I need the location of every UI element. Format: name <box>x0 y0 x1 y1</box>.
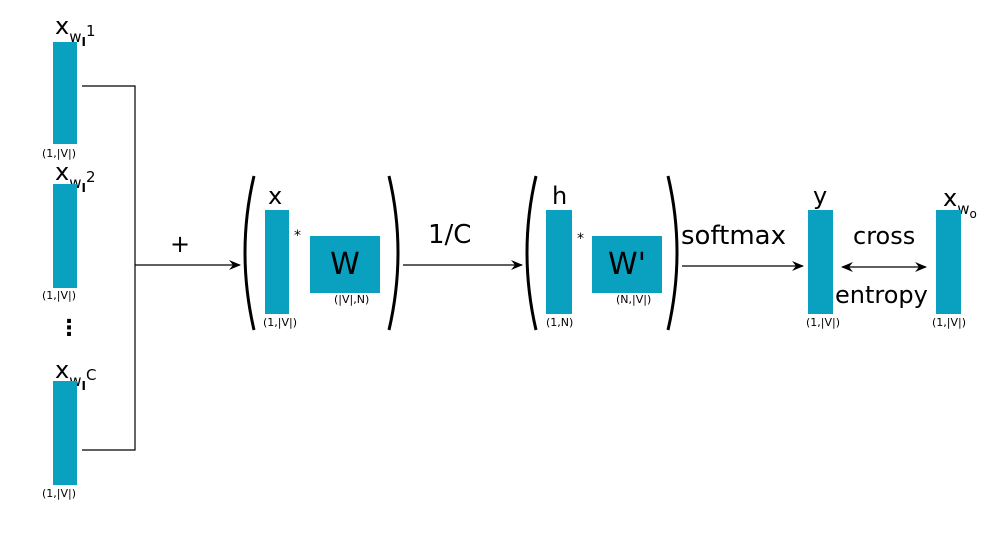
target-label: xwo <box>943 184 977 221</box>
input-1-vector <box>53 42 77 144</box>
left-paren-2 <box>525 175 538 331</box>
softmax-label: softmax <box>681 221 786 251</box>
h-vector <box>546 210 572 314</box>
mult-star-2: * <box>577 231 584 247</box>
input-2-label: xwI2 <box>55 158 96 195</box>
loss-label-entropy: entropy <box>835 281 928 309</box>
input-c-dim: (1,|V|) <box>42 487 77 500</box>
input-1-label: xwI1 <box>55 12 96 49</box>
input-c-label: xwIC <box>55 356 97 393</box>
x-vector <box>265 210 289 314</box>
w-matrix: W <box>310 236 380 293</box>
y-vector <box>808 210 833 314</box>
plus-label: + <box>170 230 191 258</box>
scale-label: 1/C <box>428 220 472 250</box>
w-label: W <box>330 247 360 282</box>
left-paren-1 <box>243 175 256 331</box>
w-prime-matrix: W' <box>592 236 662 293</box>
input-1-dim: (1,|V|) <box>42 147 77 160</box>
right-paren-2 <box>666 175 679 331</box>
input-2-dim: (1,|V|) <box>42 289 77 302</box>
w-prime-dim: (N,|V|) <box>616 293 652 306</box>
x-label: x <box>268 182 283 210</box>
merge-bracket <box>82 85 136 451</box>
loss-label-cross: cross <box>853 222 916 250</box>
right-paren-1 <box>387 175 400 331</box>
w-dim: (|V|,N) <box>334 293 370 306</box>
y-label: y <box>813 182 828 210</box>
h-dim: (1,N) <box>546 316 574 329</box>
ellipsis: ⋮ <box>58 316 80 341</box>
input-2-vector <box>53 184 77 288</box>
target-vector <box>936 210 961 314</box>
w-prime-label: W' <box>608 247 646 282</box>
input-c-vector <box>53 381 77 485</box>
y-dim: (1,|V|) <box>806 316 841 329</box>
x-dim: (1,|V|) <box>263 316 298 329</box>
h-label: h <box>552 182 568 210</box>
target-dim: (1,|V|) <box>932 316 967 329</box>
mult-star-1: * <box>294 228 301 244</box>
